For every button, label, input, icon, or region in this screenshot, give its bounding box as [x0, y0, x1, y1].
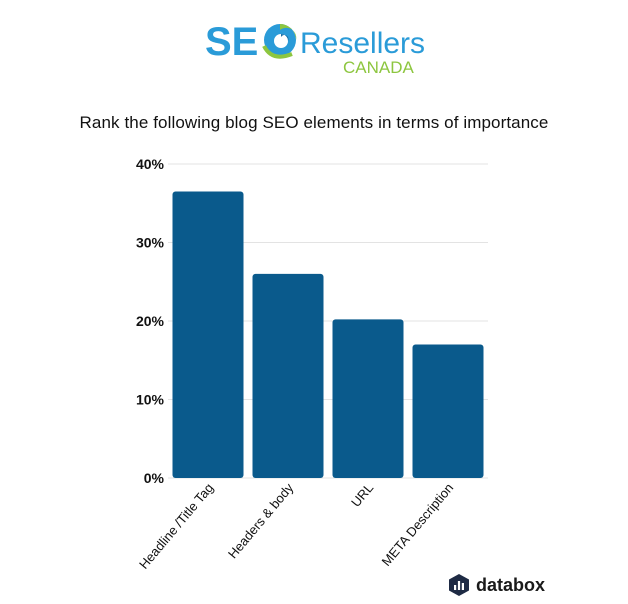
y-tick-label: 10% — [136, 392, 165, 408]
y-axis-ticks: 0% 10% 20% 30% 40% — [136, 156, 165, 486]
bar-0 — [172, 191, 244, 478]
bar-2 — [332, 319, 404, 478]
logo-canada-text: CANADA — [343, 58, 415, 77]
y-tick-label: 30% — [136, 235, 165, 251]
footer: databox — [448, 572, 545, 598]
databox-logo-icon — [449, 574, 469, 596]
bar-1 — [252, 273, 324, 478]
y-tick-label: 20% — [136, 313, 165, 329]
logo-swirl-icon — [262, 24, 297, 59]
x-tick-label: URL — [348, 480, 376, 510]
chart-title: Rank the following blog SEO elements in … — [79, 113, 549, 132]
x-tick-label: META Description — [379, 480, 457, 569]
seo-resellers-canada-logo: SE Resellers CANADA — [205, 20, 425, 77]
bars — [172, 191, 484, 478]
logo-seo-text: SE — [205, 20, 258, 64]
y-tick-label: 40% — [136, 156, 165, 172]
y-tick-label: 0% — [144, 470, 165, 486]
logo-resellers-text: Resellers — [300, 27, 425, 60]
x-axis-ticks: Headline /Title Tag Headers & body URL META… — [136, 480, 456, 572]
x-tick-label: Headers & body — [225, 480, 297, 561]
x-tick-label: Headline /Title Tag — [136, 480, 216, 572]
bar-3 — [412, 344, 484, 478]
databox-brand: databox — [476, 574, 546, 595]
